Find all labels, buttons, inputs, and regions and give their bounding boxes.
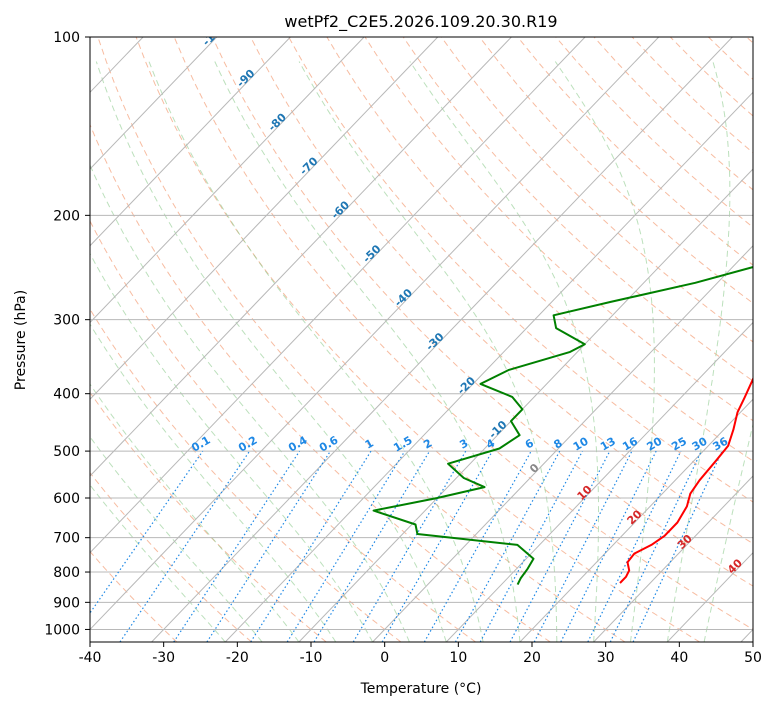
x-tick-label: 50 bbox=[744, 650, 762, 666]
moist-adiabat bbox=[90, 484, 226, 642]
y-axis-label: Pressure (hPa) bbox=[13, 290, 29, 390]
y-tick-label: 600 bbox=[53, 491, 80, 507]
isotherm-line bbox=[90, 37, 218, 170]
profile-line bbox=[372, 265, 753, 586]
moist-adiabat bbox=[409, 61, 599, 642]
dry-adiabat bbox=[402, 37, 753, 382]
moist-adiabat bbox=[703, 422, 753, 642]
isotherm-line bbox=[151, 37, 733, 642]
moist-adiabat bbox=[90, 252, 374, 642]
x-tick-label: 20 bbox=[523, 650, 541, 666]
moist-adiabat bbox=[90, 383, 300, 642]
mixing-ratio-line bbox=[352, 450, 467, 642]
y-tick-label: 500 bbox=[53, 444, 80, 460]
mixing-ratio-line bbox=[119, 450, 251, 642]
mixing-ratio-line bbox=[479, 450, 583, 642]
y-tick-label: 100 bbox=[53, 30, 80, 46]
mixing-ratio-line bbox=[286, 450, 406, 642]
dry-adiabat bbox=[90, 220, 476, 642]
mixing-ratio-line bbox=[313, 450, 431, 642]
moist-adiabat bbox=[90, 323, 337, 642]
x-tick-label: 30 bbox=[597, 650, 615, 666]
isotherm-line bbox=[519, 398, 753, 642]
y-tick-label: 900 bbox=[53, 595, 80, 611]
moist-adiabat bbox=[90, 163, 410, 642]
y-tick-label: 700 bbox=[53, 531, 80, 547]
isotherm-line bbox=[445, 321, 753, 642]
chart-title: wetPf2_C2E5.2026.109.20.30.R19 bbox=[284, 12, 557, 32]
x-tick-label: -10 bbox=[300, 650, 323, 666]
y-tick-label: 800 bbox=[53, 565, 80, 581]
isotherm-line bbox=[372, 245, 753, 642]
moist-adiabat bbox=[554, 61, 655, 642]
mixing-ratio-line bbox=[206, 450, 331, 642]
x-tick-label: 10 bbox=[449, 650, 467, 666]
mixing-ratio-line bbox=[423, 450, 532, 642]
isotherm-label: -100 bbox=[200, 20, 229, 49]
isotherm-line bbox=[593, 475, 753, 642]
dry-adiabat bbox=[97, 37, 626, 642]
x-tick-label: -30 bbox=[152, 650, 175, 666]
isotherm-line bbox=[90, 37, 439, 400]
mixing-ratio-line bbox=[609, 450, 702, 642]
mixing-ratio-line bbox=[632, 450, 723, 642]
dry-adiabat bbox=[364, 37, 753, 422]
isotherm-line bbox=[224, 91, 753, 642]
isotherm-line bbox=[90, 37, 512, 477]
x-tick-label: -40 bbox=[79, 650, 102, 666]
y-tick-label: 300 bbox=[53, 313, 80, 329]
isotherm-line bbox=[90, 37, 586, 554]
x-axis-label: Temperature (°C) bbox=[360, 681, 482, 697]
x-tick-label: 40 bbox=[670, 650, 688, 666]
plot-frame bbox=[89, 36, 754, 643]
moist-adiabat bbox=[95, 61, 447, 642]
isotherm-line bbox=[90, 37, 365, 324]
isotherm-line bbox=[90, 37, 291, 247]
y-tick-label: 400 bbox=[53, 387, 80, 403]
mixing-ratio-line bbox=[250, 450, 372, 642]
mixing-ratio-line bbox=[90, 450, 204, 614]
y-tick-label: 200 bbox=[53, 208, 80, 224]
y-tick-label: 1000 bbox=[44, 622, 80, 638]
mixing-ratio-line bbox=[381, 450, 493, 642]
dry-adiabat bbox=[135, 37, 700, 642]
x-tick-label: 0 bbox=[380, 650, 389, 666]
profile-line bbox=[619, 376, 753, 584]
dry-adiabat bbox=[173, 37, 753, 630]
isotherm-line bbox=[90, 37, 660, 631]
moist-adiabat bbox=[298, 61, 558, 642]
dry-adiabat bbox=[440, 37, 753, 343]
mixing-ratio-line bbox=[454, 450, 561, 642]
dry-adiabat bbox=[90, 471, 252, 642]
dry-adiabat bbox=[479, 37, 753, 304]
isotherm-line bbox=[298, 168, 753, 642]
dry-adiabat bbox=[90, 123, 551, 642]
mixing-ratio-line bbox=[587, 450, 682, 642]
moist-adiabat bbox=[90, 436, 263, 642]
moist-adiabat bbox=[148, 61, 484, 642]
x-tick-label: -20 bbox=[226, 650, 249, 666]
moist-adiabat bbox=[214, 61, 521, 642]
